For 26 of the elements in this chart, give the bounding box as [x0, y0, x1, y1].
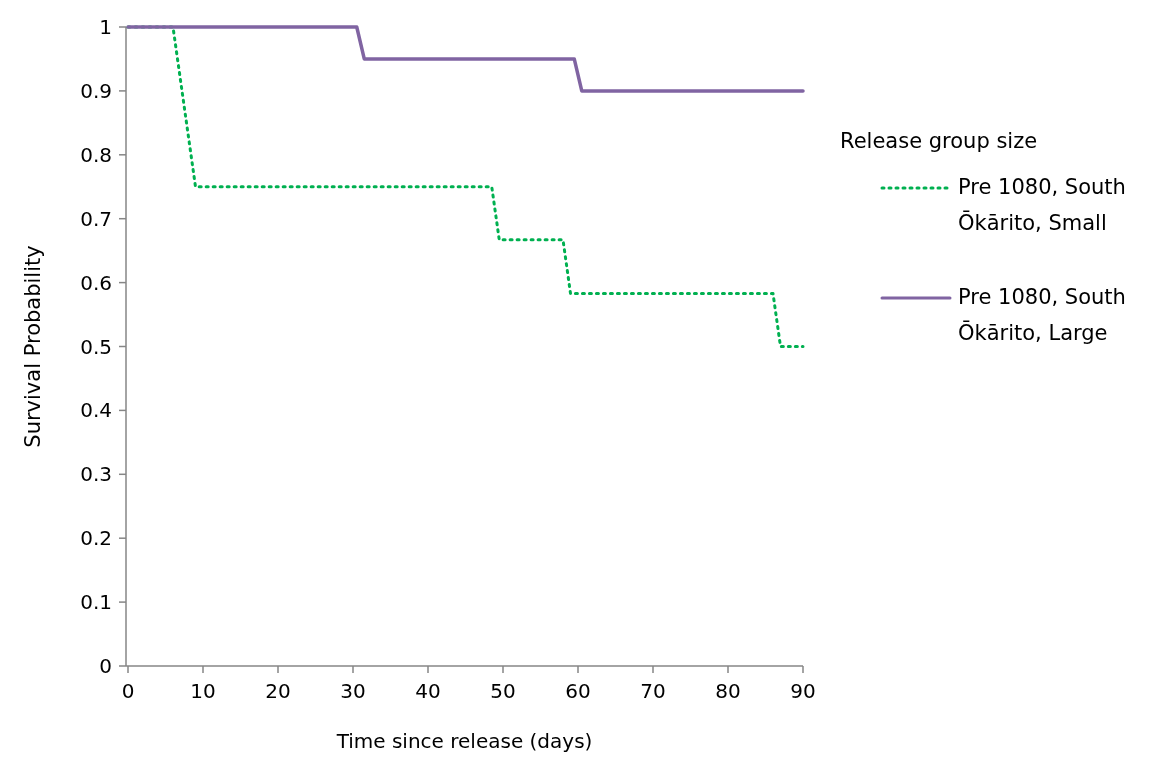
legend-title: Release group size	[840, 129, 1038, 153]
y-tick-label: 0.8	[80, 142, 112, 167]
x-tick-label: 10	[190, 679, 216, 703]
y-tick-label: 0.6	[80, 270, 112, 295]
y-axis-title: Survival Probability	[21, 245, 45, 448]
x-tick-label: 30	[340, 679, 366, 703]
x-tick-label: 40	[415, 679, 441, 703]
x-tick-label: 90	[790, 679, 816, 703]
x-tick-label: 0	[121, 679, 135, 703]
x-tick-label: 50	[490, 679, 516, 703]
y-tick-label: 0.5	[80, 334, 112, 359]
x-tick-label: 80	[715, 679, 741, 703]
legend-label: Pre 1080, South Ōkārito, Large	[958, 285, 1126, 345]
y-tick-label: 1	[99, 15, 112, 39]
y-tick-label: 0.4	[80, 398, 112, 423]
x-tick-label: 20	[265, 679, 291, 703]
y-tick-label: 0.7	[80, 206, 112, 231]
y-tick-label: 0.3	[80, 462, 112, 487]
y-tick-label: 0.2	[80, 526, 112, 551]
y-tick-label: 0	[99, 654, 112, 678]
x-tick-label: 70	[640, 679, 666, 703]
y-tick-label: 0.1	[80, 590, 112, 615]
legend-label: Pre 1080, South Ōkārito, Small	[958, 175, 1126, 235]
x-axis-title: Time since release (days)	[335, 729, 593, 753]
x-tick-label: 60	[565, 679, 591, 703]
y-tick-label: 0.9	[80, 78, 112, 103]
